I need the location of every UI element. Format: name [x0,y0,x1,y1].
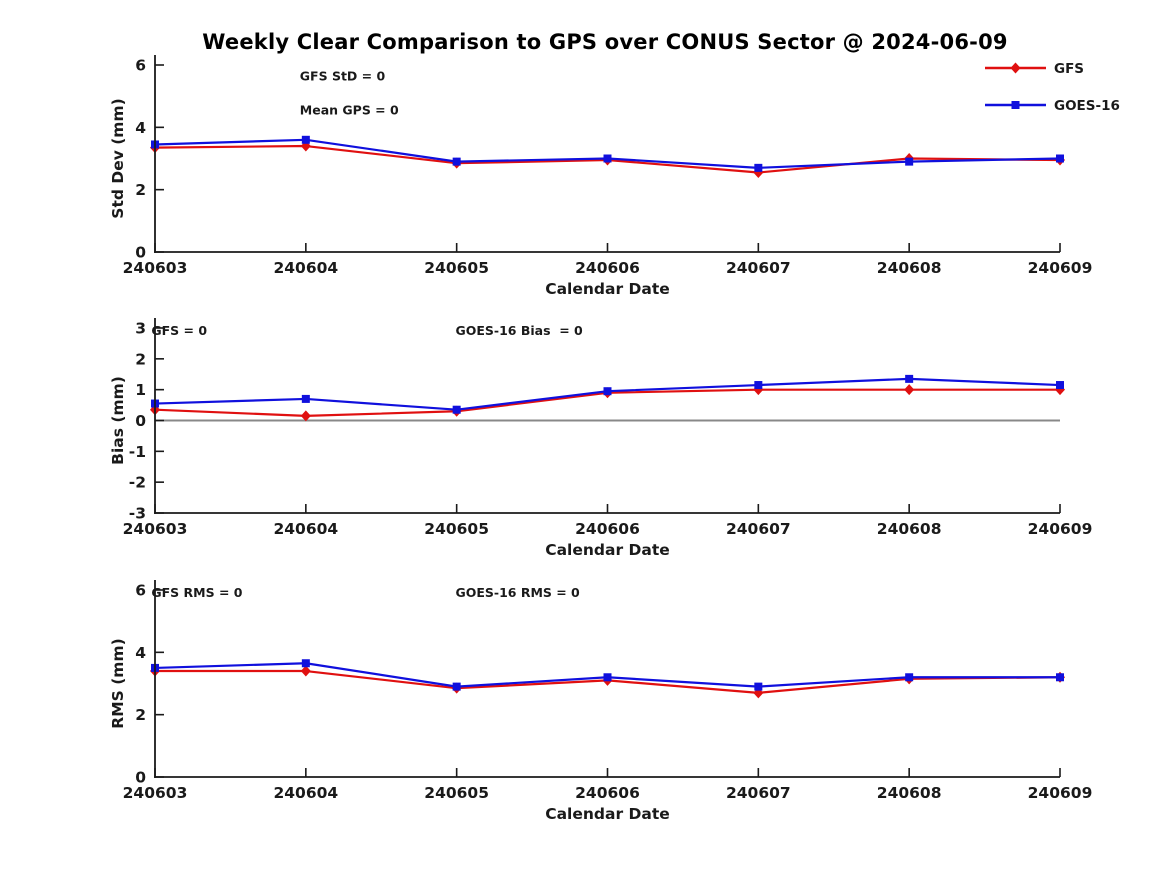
x-axis-title: Calendar Date [545,805,670,823]
x-tick-label: 240604 [273,259,338,277]
y-tick-label: 2 [135,350,146,368]
x-axis-title: Calendar Date [545,541,670,559]
data-point-marker-diamond [753,384,764,396]
y-tick-label: 3 [135,320,146,338]
y-tick-label: -2 [129,474,146,492]
annotation-text: GFS RMS = 0 [151,585,242,600]
data-point-marker-diamond [753,687,764,699]
x-tick-label: 240608 [877,784,942,802]
y-tick-label: 4 [135,119,146,137]
data-point-marker-square [452,157,461,166]
subplot-rms: 0 2 4 6 240603 240604 240605 240606 240607 240608… [109,580,1093,823]
x-tick-label: 240608 [877,520,942,538]
y-tick-label: 6 [135,582,146,600]
y-tick-label: -3 [129,505,146,523]
data-point-marker-diamond [300,410,311,422]
y-tick-label: 4 [135,644,146,662]
data-point-marker-square [1056,673,1064,682]
data-point-marker-square [603,154,612,163]
x-tick-label: 240604 [273,520,338,538]
x-tick-label: 240607 [726,259,791,277]
y-tick-label: -1 [129,443,146,461]
y-tick-label: 0 [135,769,146,787]
annotation-text: GFS StD = 0 [300,69,386,84]
legend-label: GFS [1054,61,1084,77]
data-point-marker-diamond [753,167,764,179]
legend-label: GOES-16 [1054,98,1120,114]
x-tick-label: 240609 [1028,520,1093,538]
x-axis-title: Calendar Date [545,280,670,298]
data-point-marker-square [452,682,461,691]
x-tick-label: 240607 [726,520,791,538]
data-point-marker-square [905,673,914,682]
y-tick-label: 1 [135,381,146,399]
y-axis-title: RMS (mm) [109,638,127,728]
data-point-marker-square [301,659,310,668]
y-tick-label: 0 [135,412,146,430]
annotation-text: GOES-16 Bias = 0 [455,323,583,338]
data-point-marker-diamond [1010,62,1021,74]
subplot-std-dev: 0 2 4 6 240603 240604 240605 240606 240607 240608… [109,55,1120,298]
x-tick-label: 240609 [1028,259,1093,277]
data-point-marker-diamond [904,384,915,396]
data-point-marker-square [754,682,763,691]
x-tick-label: 240603 [123,259,188,277]
y-tick-label: 0 [135,244,146,262]
y-tick-label: 2 [135,706,146,724]
data-point-marker-square [1056,154,1064,163]
data-point-marker-diamond [1055,384,1065,396]
x-tick-label: 240609 [1028,784,1093,802]
x-tick-label: 240607 [726,784,791,802]
x-tick-label: 240605 [424,784,489,802]
annotation-text: Mean GPS = 0 [300,102,399,117]
data-point-marker-square [754,163,763,172]
y-tick-label: 2 [135,181,146,199]
data-point-marker-diamond [300,665,311,677]
data-point-marker-square [603,387,612,396]
y-axis-title: Bias (mm) [109,376,127,465]
chart-title: Weekly Clear Comparison to GPS over CONU… [202,30,1008,54]
data-point-marker-square [301,135,310,144]
x-tick-label: 240604 [273,784,338,802]
data-point-marker-square [905,374,914,383]
x-tick-label: 240606 [575,784,640,802]
x-tick-label: 240605 [424,520,489,538]
data-point-marker-square [1056,381,1064,390]
y-axis-title: Std Dev (mm) [109,98,127,218]
x-tick-label: 240603 [123,520,188,538]
x-tick-label: 240606 [575,259,640,277]
x-tick-label: 240603 [123,784,188,802]
y-tick-label: 6 [135,57,146,75]
data-point-marker-square [905,157,914,166]
data-point-marker-square [301,394,310,403]
annotation-text: GOES-16 RMS = 0 [455,585,580,600]
annotation-text: GFS = 0 [151,323,207,338]
data-point-marker-square [1011,101,1020,109]
data-point-marker-square [754,381,763,390]
data-point-marker-square [452,405,461,414]
x-tick-label: 240608 [877,259,942,277]
data-point-marker-square [603,673,612,682]
data-point-marker-diamond [300,140,311,152]
x-tick-label: 240605 [424,259,489,277]
x-tick-label: 240606 [575,520,640,538]
